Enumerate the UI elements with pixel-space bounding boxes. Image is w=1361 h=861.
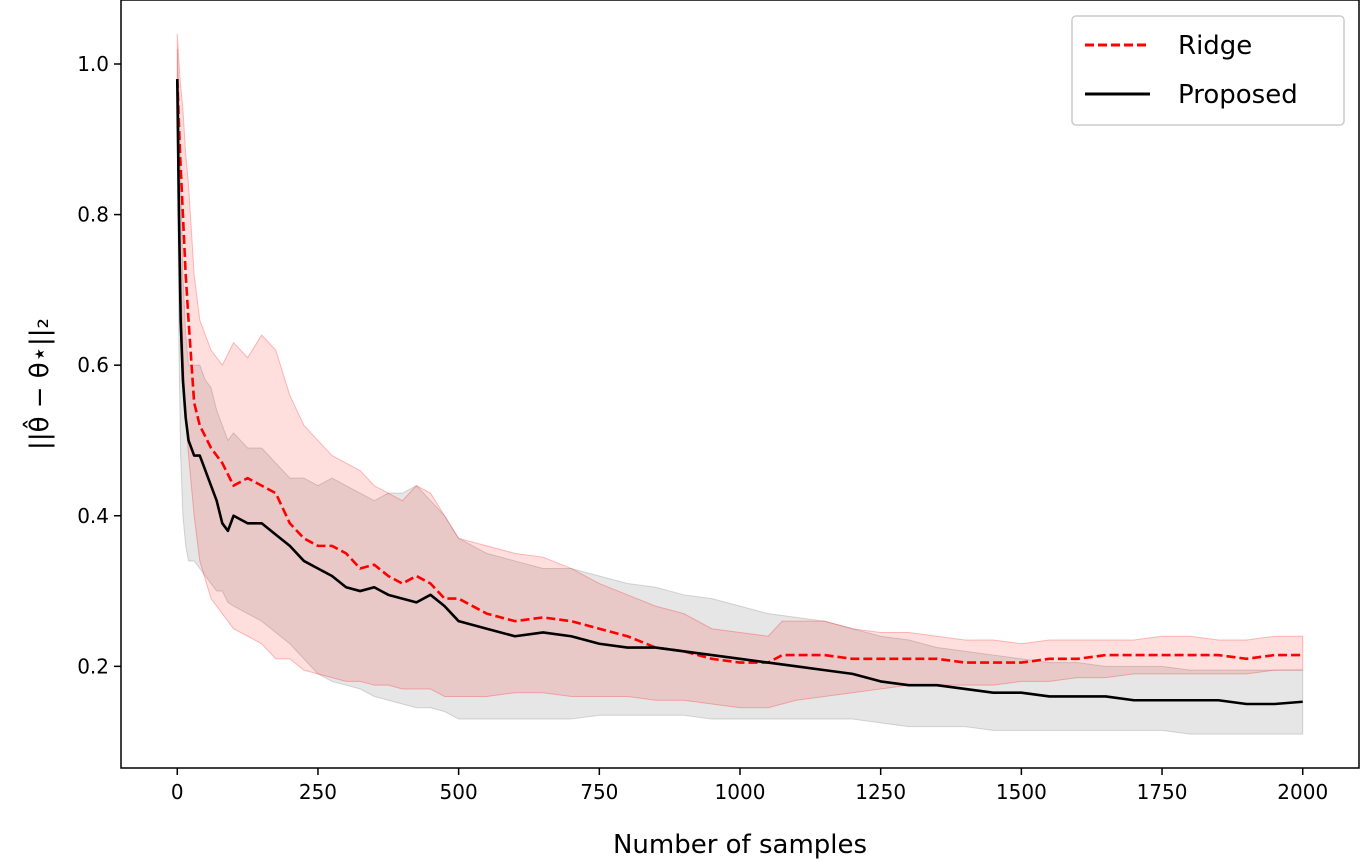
x-tick-label: 1750 [1137, 780, 1188, 804]
legend-label-proposed: Proposed [1178, 80, 1298, 110]
line-ridge [175, 79, 1303, 664]
y-axis-ticks: 0.2 0.4 0.6 0.8 1.0 [77, 52, 121, 678]
y-tick-label: 0.8 [77, 203, 109, 227]
x-tick-label: 1000 [715, 780, 766, 804]
x-axis-ticks: 0 250 500 750 1000 1250 1500 1750 2000 [171, 768, 1328, 804]
line-proposed [175, 79, 1303, 706]
x-tick-label: 500 [440, 780, 478, 804]
band-proposed [176, 48, 1304, 735]
legend: Ridge Proposed [1071, 15, 1345, 126]
x-tick-label: 1250 [855, 780, 906, 804]
band-ridge [176, 33, 1304, 709]
series-lines [175, 79, 1303, 706]
legend-label-ridge: Ridge [1178, 31, 1252, 61]
legend-box [1071, 15, 1345, 126]
y-axis-label: ||θ̂ − θ⋆||₂ [21, 318, 55, 450]
x-tick-label: 2000 [1277, 780, 1328, 804]
x-tick-label: 1500 [996, 780, 1047, 804]
x-tick-label: 250 [299, 780, 337, 804]
y-tick-label: 0.6 [77, 353, 109, 377]
y-tick-label: 0.2 [77, 654, 109, 678]
x-tick-label: 0 [171, 780, 184, 804]
x-axis-label: Number of samples [613, 830, 867, 860]
y-tick-label: 0.4 [77, 504, 109, 528]
x-tick-label: 750 [580, 780, 618, 804]
confidence-bands [176, 33, 1304, 735]
y-tick-label: 1.0 [77, 52, 109, 76]
